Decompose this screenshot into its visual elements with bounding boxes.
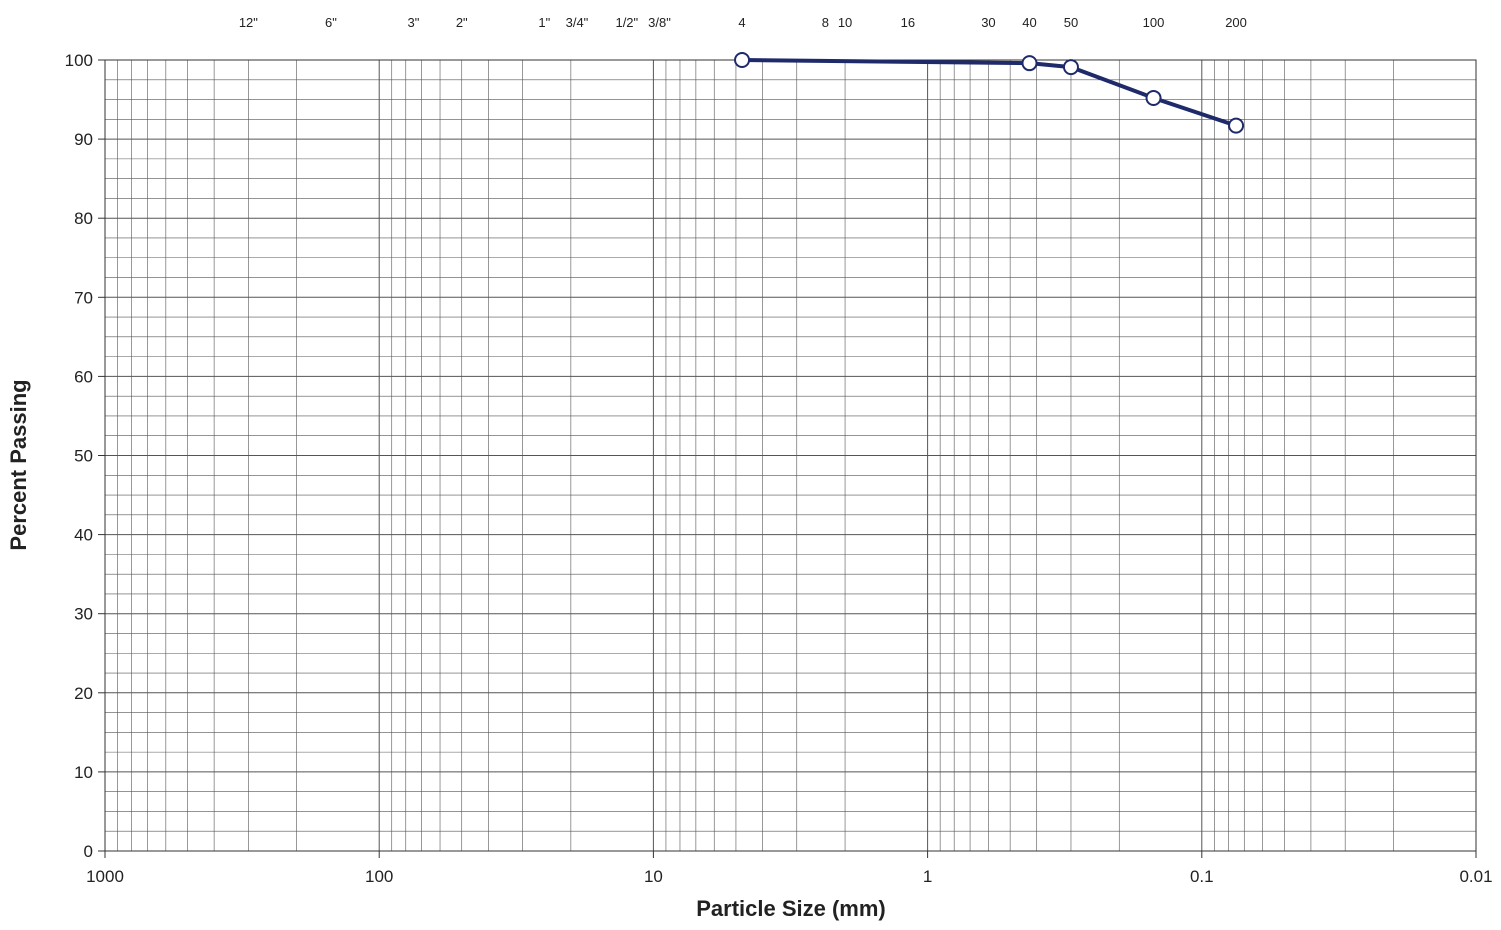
data-point xyxy=(734,52,751,68)
x-tick-label: 0.1 xyxy=(1190,867,1214,886)
y-tick-label: 90 xyxy=(74,130,93,149)
data-point xyxy=(1228,117,1245,134)
sieve-label: 6" xyxy=(325,15,337,30)
x-tick-labels: 1000 100 10 1 0.1 0.01 xyxy=(86,851,1493,886)
y-tick-label: 30 xyxy=(74,605,93,624)
series-line xyxy=(742,58,1237,128)
sieve-label: 1/2" xyxy=(615,15,638,30)
series-group xyxy=(734,52,1245,134)
x-tick-label: 100 xyxy=(365,867,393,886)
sieve-label: 3/8" xyxy=(648,15,671,30)
sieve-label: 50 xyxy=(1064,15,1078,30)
sieve-label: 100 xyxy=(1143,15,1165,30)
sieve-labels: 12" 6" 3" 2" 1" 3/4" 1/2" 3/8" 4 8 10 16 30 40 50 100 20… xyxy=(239,15,1247,30)
sieve-label: 200 xyxy=(1225,15,1247,30)
x-tick-label: 1 xyxy=(923,867,932,886)
x-tick-label: 1000 xyxy=(86,867,124,886)
y-tick-label: 50 xyxy=(74,447,93,466)
y-tick-label: 20 xyxy=(74,684,93,703)
y-tick-label: 10 xyxy=(74,763,93,782)
y-tick-label: 0 xyxy=(84,842,93,861)
sieve-label: 12" xyxy=(239,15,258,30)
sieve-label: 30 xyxy=(981,15,995,30)
y-axis-title: Percent Passing xyxy=(6,379,31,550)
sieve-label: 3/4" xyxy=(566,15,589,30)
sieve-label: 3" xyxy=(408,15,420,30)
y-tick-label: 60 xyxy=(74,367,93,386)
y-tick-label: 70 xyxy=(74,288,93,307)
y-tick-labels: 0 10 20 30 40 50 60 70 80 90 100 xyxy=(65,51,105,861)
data-point xyxy=(1062,59,1079,76)
sieve-label: 16 xyxy=(901,15,915,30)
x-tick-label: 10 xyxy=(644,867,663,886)
y-tick-label: 100 xyxy=(65,51,93,70)
sieve-label: 40 xyxy=(1022,15,1036,30)
sieve-label: 4 xyxy=(738,15,745,30)
y-tick-label: 40 xyxy=(74,526,93,545)
data-point xyxy=(1021,55,1038,72)
sieve-label: 1" xyxy=(538,15,550,30)
x-axis-title: Particle Size (mm) xyxy=(696,896,886,921)
y-tick-label: 80 xyxy=(74,209,93,228)
x-tick-label: 0.01 xyxy=(1459,867,1492,886)
sieve-label: 10 xyxy=(838,15,852,30)
sieve-label: 8 xyxy=(822,15,829,30)
data-point xyxy=(1145,89,1162,106)
sieve-label: 2" xyxy=(456,15,468,30)
